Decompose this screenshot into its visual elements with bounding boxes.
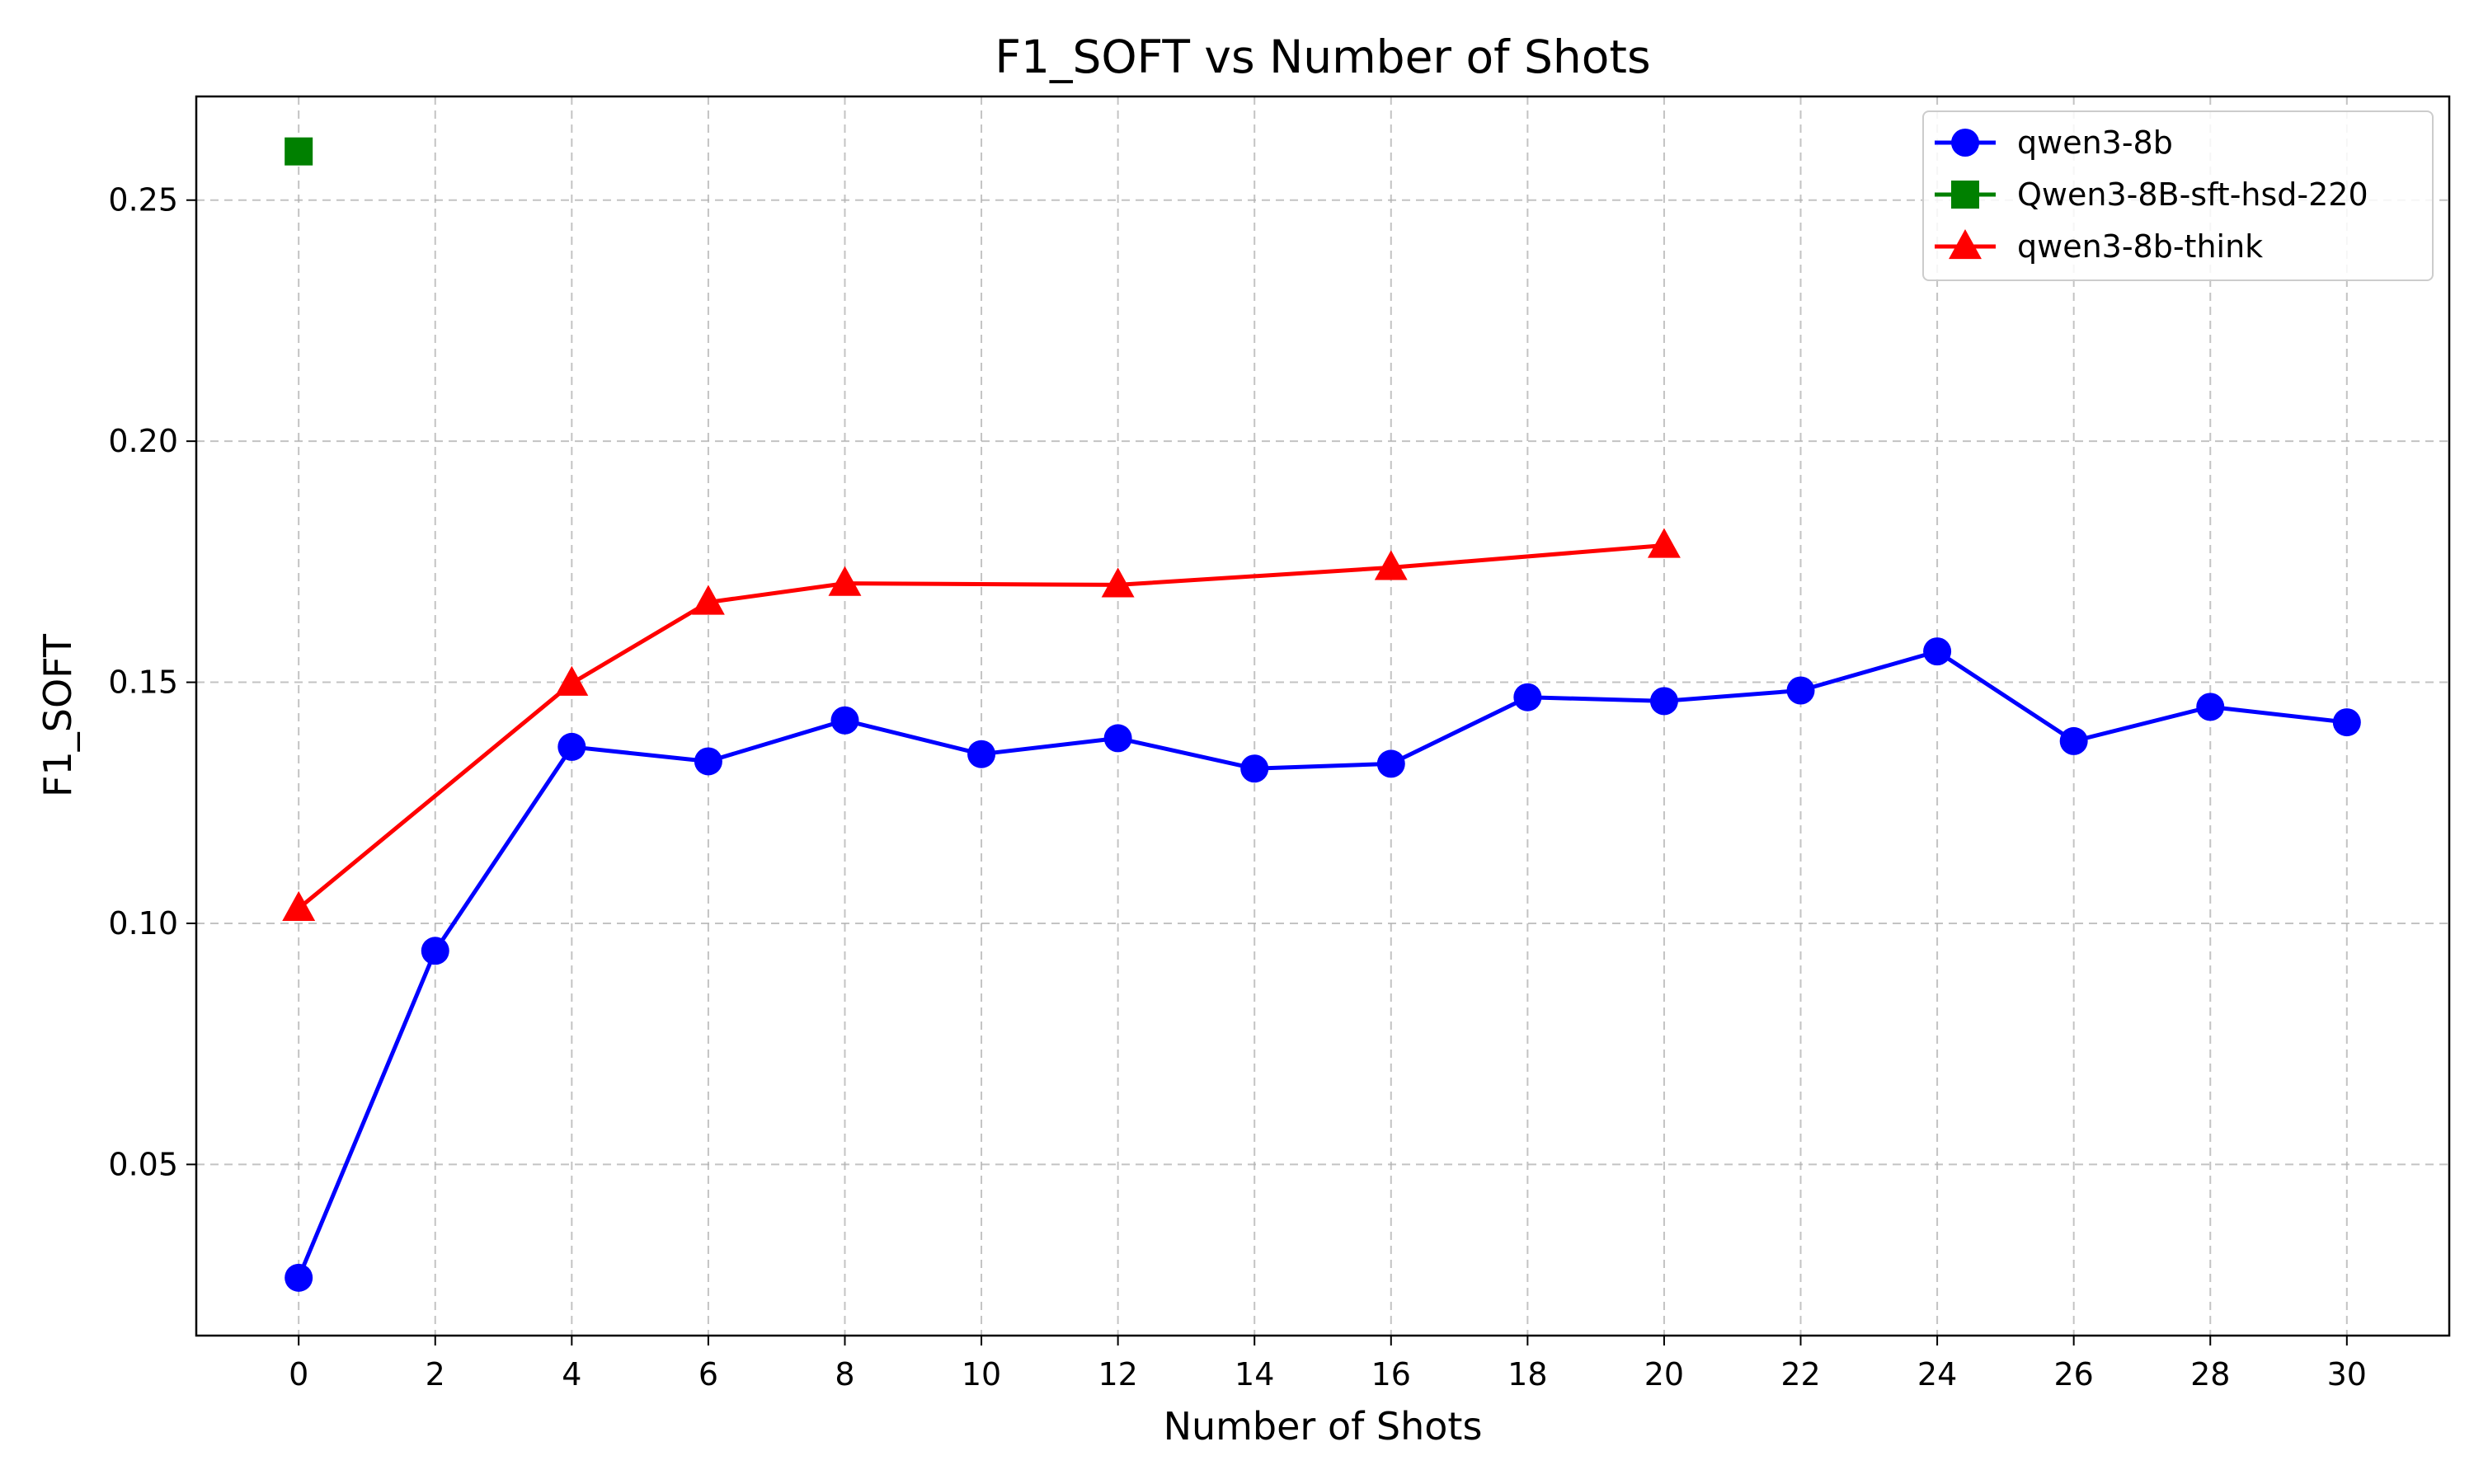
data-point xyxy=(557,732,586,761)
x-tick-label: 16 xyxy=(1371,1356,1411,1392)
x-tick-label: 22 xyxy=(1780,1356,1820,1392)
series-qwen3-8b xyxy=(285,637,2361,1292)
y-tick-label: 0.15 xyxy=(108,665,178,701)
ticks: 0 2 4 6 8 10 12 14 16 18 20 22 24 26 28 300.050.100.150… xyxy=(108,182,2367,1392)
data-point xyxy=(1103,724,1132,753)
data-point xyxy=(282,890,316,921)
data-point xyxy=(828,566,862,596)
legend-marker xyxy=(1951,181,1979,209)
plot-frame xyxy=(195,95,2451,1337)
data-point xyxy=(2059,726,2088,755)
x-tick-label: 26 xyxy=(2053,1356,2093,1392)
x-tick-label: 24 xyxy=(1917,1356,1957,1392)
legend-label: qwen3-8b-think xyxy=(2017,228,2263,265)
x-tick-label: 4 xyxy=(562,1356,581,1392)
x-tick-label: 28 xyxy=(2190,1356,2230,1392)
legend-box xyxy=(1922,110,2434,281)
x-tick-label: 18 xyxy=(1507,1356,1547,1392)
y-tick-label: 0.25 xyxy=(108,182,178,218)
y-tick-label: 0.05 xyxy=(108,1146,178,1182)
data-point xyxy=(967,740,996,768)
data-point xyxy=(1374,550,1408,580)
data-point xyxy=(1240,754,1269,783)
data-point xyxy=(1376,749,1405,778)
legend-item: qwen3-8b-think xyxy=(1935,228,2263,265)
y-tick-label: 0.20 xyxy=(108,423,178,459)
y-tick-label: 0.10 xyxy=(108,905,178,942)
x-tick-label: 0 xyxy=(289,1356,308,1392)
x-tick-label: 14 xyxy=(1235,1356,1274,1392)
legend-marker xyxy=(1949,229,1982,260)
x-tick-label: 30 xyxy=(2327,1356,2367,1392)
data-point xyxy=(691,585,725,615)
data-point xyxy=(1513,683,1542,711)
data-point xyxy=(2332,708,2361,737)
series-Qwen3-8B-sft-hsd-220 xyxy=(285,137,313,166)
data-point xyxy=(285,137,313,166)
legend-item: Qwen3-8B-sft-hsd-220 xyxy=(1935,176,2368,213)
data-point xyxy=(830,706,859,735)
data-point xyxy=(1649,687,1678,716)
data-point xyxy=(285,1263,313,1292)
data-point xyxy=(2196,693,2225,721)
series-line xyxy=(296,649,2349,1280)
data-point xyxy=(1101,567,1135,598)
data-point xyxy=(1786,676,1815,705)
x-tick-label: 10 xyxy=(962,1356,1001,1392)
data-point xyxy=(694,747,722,776)
series-layer xyxy=(282,137,2361,1292)
series-qwen3-8b-think xyxy=(282,528,1681,921)
chart-title: F1_SOFT vs Number of Shots xyxy=(995,31,1650,83)
legend: qwen3-8b Qwen3-8B-sft-hsd-220 qwen3-8b-thi… xyxy=(1922,110,2434,281)
x-tick-label: 12 xyxy=(1098,1356,1137,1392)
x-tick-label: 2 xyxy=(426,1356,445,1392)
legend-label: Qwen3-8B-sft-hsd-220 xyxy=(2017,176,2368,213)
x-tick-label: 20 xyxy=(1644,1356,1684,1392)
data-point xyxy=(1647,528,1681,558)
y-axis-label: F1_SOFT xyxy=(35,633,80,797)
data-point xyxy=(421,937,449,965)
data-point xyxy=(1923,637,1952,666)
x-tick-label: 8 xyxy=(835,1356,854,1392)
legend-marker xyxy=(1951,129,1979,157)
x-tick-label: 6 xyxy=(698,1356,718,1392)
data-point xyxy=(555,665,589,696)
legend-item: qwen3-8b xyxy=(1935,124,2173,161)
legend-label: qwen3-8b xyxy=(2017,124,2173,161)
x-axis-label: Number of Shots xyxy=(1164,1404,1483,1449)
